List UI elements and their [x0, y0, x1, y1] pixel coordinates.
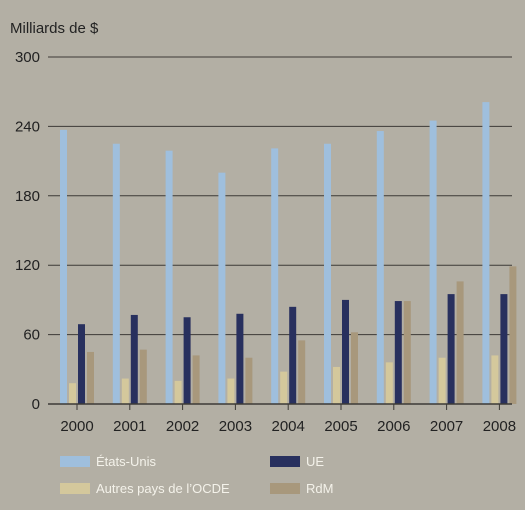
legend-label-1: UE: [306, 454, 324, 469]
x-tick-label-2002: 2002: [166, 418, 199, 435]
bar-rdm-2008: [509, 266, 517, 404]
bar-ue-2001: [130, 314, 138, 404]
bars: [60, 102, 517, 405]
bar-autres-pays-de-l-ocde-2000: [69, 383, 76, 404]
y-tick-label-120: 120: [15, 257, 40, 274]
bar--tats-unis-2007: [429, 120, 437, 404]
legend-label-2: Autres pays de l’OCDE: [96, 481, 230, 496]
bar-ue-2000: [78, 324, 85, 404]
bar-rdm-2000: [87, 351, 94, 404]
legend-swatch-1: [270, 456, 300, 467]
bar-autres-pays-de-l-ocde-2005: [333, 366, 340, 404]
bar-rdm-2004: [298, 340, 306, 404]
bar--tats-unis-2004: [271, 148, 279, 404]
x-tick-label-2005: 2005: [324, 418, 357, 435]
bar--tats-unis-2001: [112, 143, 120, 404]
bar-ue-2008: [500, 294, 508, 404]
x-tick-label-2008: 2008: [483, 418, 516, 435]
axes: 0 60 120 180 240 300 2000 2001 2002 2003 2004 2005 2…: [15, 49, 516, 435]
bar-autres-pays-de-l-ocde-2007: [438, 357, 446, 404]
bar--tats-unis-2000: [60, 129, 67, 404]
bar--tats-unis-2002: [165, 150, 173, 404]
legend-swatch-0: [60, 456, 90, 467]
y-tick-label-180: 180: [15, 188, 40, 205]
bar-autres-pays-de-l-ocde-2002: [174, 380, 182, 404]
legend-label-3: RdM: [306, 481, 333, 496]
bar-rdm-2003: [245, 357, 253, 404]
bar-rdm-2002: [192, 355, 200, 404]
bar-ue-2003: [236, 313, 244, 404]
bar--tats-unis-2006: [376, 131, 384, 404]
bar-rdm-2001: [139, 349, 147, 404]
legend-swatch-3: [270, 483, 300, 494]
x-tick-label-2007: 2007: [430, 418, 463, 435]
y-tick-label-300: 300: [15, 49, 40, 66]
x-tick-label-2000: 2000: [60, 418, 93, 435]
bar--tats-unis-2005: [324, 143, 331, 404]
bar-autres-pays-de-l-ocde-2004: [280, 371, 288, 404]
y-tick-label-60: 60: [23, 327, 40, 344]
bar-ue-2006: [394, 301, 402, 404]
x-tick-label-2006: 2006: [377, 418, 410, 435]
bar-ue-2005: [342, 299, 349, 404]
bar-ue-2004: [289, 306, 297, 404]
legend-label-0: États-Unis: [96, 454, 156, 469]
bar-ue-2007: [447, 294, 455, 404]
bar-rdm-2005: [351, 332, 358, 404]
bar-autres-pays-de-l-ocde-2003: [227, 378, 235, 404]
legend: États-Unis UE Autres pays de l’OCDE RdM: [60, 454, 333, 496]
bar-autres-pays-de-l-ocde-2006: [385, 362, 393, 404]
y-axis-label: Milliards de $: [10, 20, 99, 37]
bar-rdm-2007: [456, 281, 464, 404]
x-tick-label-2004: 2004: [272, 418, 305, 435]
x-tick-label-2001: 2001: [113, 418, 146, 435]
bar-rdm-2006: [403, 301, 411, 404]
bar--tats-unis-2008: [482, 102, 490, 405]
y-tick-label-240: 240: [15, 118, 40, 135]
y-tick-label-0: 0: [32, 396, 40, 413]
bar-autres-pays-de-l-ocde-2001: [121, 378, 129, 404]
bar--tats-unis-2003: [218, 172, 226, 404]
bar-ue-2002: [183, 317, 191, 404]
bar-autres-pays-de-l-ocde-2008: [491, 355, 499, 404]
legend-swatch-2: [60, 483, 90, 494]
x-tick-label-2003: 2003: [219, 418, 252, 435]
